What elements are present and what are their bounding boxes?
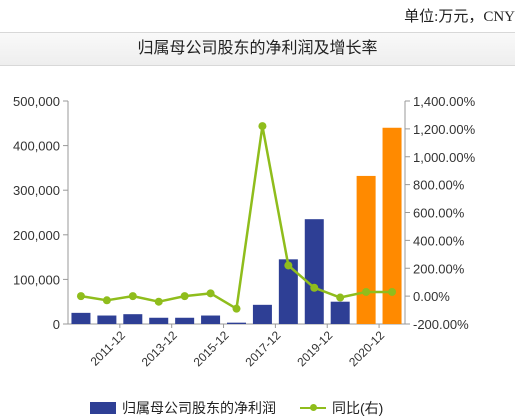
right-axis-tick-label: 0.00% xyxy=(413,289,450,304)
right-axis-tick-label: 1,000.00% xyxy=(413,150,476,165)
left-axis-tick-label: 300,000 xyxy=(13,183,60,198)
profit-bar xyxy=(71,312,91,324)
profit-bar xyxy=(252,304,272,324)
yoy-growth-point xyxy=(180,292,189,301)
left-axis-tick-label: 400,000 xyxy=(13,139,60,154)
x-axis-tick-label: 2019-12 xyxy=(294,328,335,369)
chart-legend: 归属母公司股东的净利润 同比(右) xyxy=(90,398,383,418)
x-axis-tick-label: 2017-12 xyxy=(242,328,283,369)
legend-line-swatch xyxy=(300,402,326,414)
profit-bar xyxy=(278,259,298,324)
yoy-growth-point xyxy=(388,287,397,296)
profit-bar xyxy=(175,317,195,324)
yoy-growth-point xyxy=(362,287,371,296)
profit-bar xyxy=(227,322,246,324)
profit-bar xyxy=(123,314,143,324)
right-axis-tick-label: 400.00% xyxy=(413,233,465,248)
legend-line-label: 同比(右) xyxy=(332,400,384,416)
forecast-bar xyxy=(382,127,402,324)
forecast-bar xyxy=(356,175,376,324)
profit-bar xyxy=(201,315,221,324)
yoy-growth-point xyxy=(310,283,319,292)
profit-bar xyxy=(330,301,350,324)
yoy-growth-point xyxy=(206,289,215,298)
right-axis-tick-label: -200.00% xyxy=(413,317,469,332)
legend-bar-label: 归属母公司股东的净利润 xyxy=(122,400,276,416)
left-axis-tick-label: 100,000 xyxy=(13,272,60,287)
left-axis-tick-label: 500,000 xyxy=(13,94,60,109)
yoy-growth-line xyxy=(80,124,393,310)
yoy-growth-point xyxy=(154,297,163,306)
right-axis-tick-label: 600.00% xyxy=(413,206,465,221)
yoy-growth-point xyxy=(128,292,137,301)
yoy-growth-point xyxy=(232,304,241,313)
right-axis-tick-label: 1,200.00% xyxy=(413,122,476,137)
right-axis-tick-label: 1,400.00% xyxy=(413,94,476,109)
legend-bar-swatch xyxy=(90,402,116,414)
profit-bar xyxy=(304,219,324,324)
x-axis-tick-label: 2015-12 xyxy=(191,328,232,369)
profit-bar xyxy=(149,317,169,324)
chart-title: 归属母公司股东的净利润及增长率 xyxy=(0,32,515,66)
profit-bar xyxy=(97,315,117,324)
yoy-growth-point xyxy=(336,293,345,302)
yoy-growth-point xyxy=(284,261,293,270)
left-axis-tick-label: 0 xyxy=(53,317,60,332)
right-axis-tick-label: 800.00% xyxy=(413,178,465,193)
unit-label: 单位:万元，CNY xyxy=(404,9,515,25)
left-axis-tick-label: 200,000 xyxy=(13,228,60,243)
x-axis-tick-label: 2020-12 xyxy=(346,328,387,369)
x-axis-tick-label: 2013-12 xyxy=(139,328,180,369)
right-axis-tick-label: 200.00% xyxy=(413,261,465,276)
yoy-growth-point xyxy=(102,296,111,305)
x-axis-tick-label: 2011-12 xyxy=(88,328,129,369)
yoy-growth-point xyxy=(258,122,267,131)
yoy-growth-point xyxy=(76,292,85,301)
